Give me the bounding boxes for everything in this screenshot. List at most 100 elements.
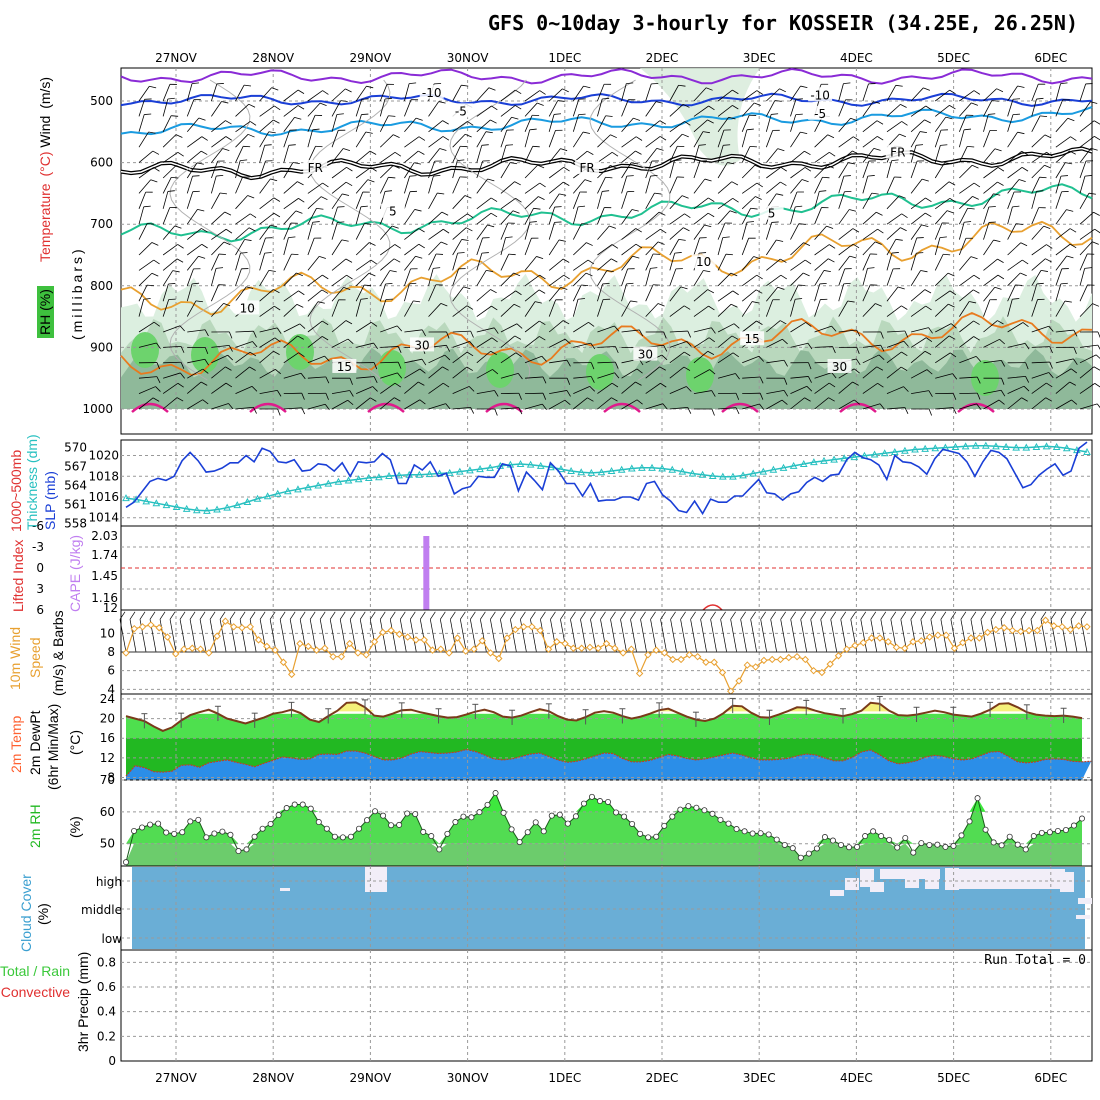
wind-barb	[862, 354, 880, 364]
wind10m-barb-flag	[510, 611, 516, 620]
wind-barb	[862, 253, 871, 271]
wind10m-barb	[760, 619, 768, 653]
wind-barb	[1079, 284, 1088, 302]
wind-barb	[669, 227, 684, 240]
wind-barb	[886, 340, 905, 348]
wind-barb-flag	[804, 167, 812, 172]
wind10m-barb-flag	[249, 611, 256, 620]
wind-barb-flag	[171, 115, 179, 117]
thickness-marker	[516, 459, 525, 468]
wind-barb	[259, 212, 275, 225]
thickness-marker	[708, 471, 717, 480]
wind-barb-flag	[897, 286, 905, 290]
wind-barb-flag	[370, 259, 377, 265]
wind-barb	[138, 191, 147, 209]
wind-barb-flag	[711, 390, 716, 397]
wind-barb-flag	[704, 224, 712, 228]
y-tick-label: 800	[90, 279, 113, 293]
wind-barb	[597, 361, 616, 364]
wind-barb	[1055, 99, 1064, 117]
wind-barb-flag	[563, 166, 570, 172]
wind-barb-flag	[780, 320, 787, 325]
wind-barb	[259, 369, 276, 379]
wind-barb	[500, 407, 519, 410]
wind-barb	[669, 366, 685, 379]
freezing-level-contour-inner	[120, 147, 1093, 179]
wind10m-barb-flag	[450, 611, 456, 620]
wind10m-marker	[503, 634, 511, 642]
wind-barb-flag	[614, 372, 620, 379]
wind-barb	[163, 361, 182, 364]
wind-barb-flag	[819, 190, 827, 192]
wind10m-barb-flag	[990, 611, 997, 620]
wind-barb	[259, 131, 270, 148]
wind-barb-flag	[223, 241, 231, 246]
wind-barb-flag	[1022, 322, 1029, 327]
wind-barb	[380, 346, 399, 348]
wind-barb-flag	[443, 228, 450, 234]
wind-barb	[790, 114, 797, 132]
wind10m-barb	[289, 619, 297, 653]
wind-barb	[886, 351, 902, 364]
thickness-marker	[273, 489, 282, 497]
wind-barb-flag	[1090, 101, 1098, 104]
wind-barb-flag	[750, 207, 758, 210]
wind-barb-flag	[319, 255, 326, 259]
wind-barb-flag	[702, 131, 710, 134]
rh2m-marker	[540, 828, 547, 835]
wind-barb-flag	[518, 393, 522, 400]
wind10m-barb-flag	[490, 611, 496, 620]
wind-barb-flag	[707, 212, 715, 218]
wind-barb-flag	[732, 105, 739, 110]
wind10m-marker	[403, 633, 412, 641]
date-label-top: 30NOV	[447, 51, 489, 65]
wind-barb-flag	[754, 164, 762, 169]
rh2m-marker	[805, 850, 812, 857]
wind-barb-flag	[201, 243, 208, 249]
wind-barb-flag	[1094, 383, 1100, 388]
rh2m-marker	[966, 818, 973, 825]
cape-grid	[121, 526, 1092, 610]
thickness-marker	[142, 497, 151, 505]
thickness-marker	[830, 455, 838, 463]
wind-barb-flag	[418, 150, 425, 155]
wind-barb-flag	[926, 369, 933, 375]
wind-barb	[838, 150, 853, 163]
wind-barb-flag	[952, 373, 958, 380]
wind-barb	[355, 179, 369, 194]
wind10m-marker	[536, 626, 544, 635]
wind10m-axis-label: 10m Wind	[7, 627, 23, 690]
wind-barb	[500, 198, 516, 210]
wind-barb	[621, 243, 637, 256]
wind-barb-flag	[635, 381, 642, 386]
wind-barb	[476, 390, 495, 394]
wind-barb-flag	[1018, 179, 1026, 183]
wind-barb	[428, 192, 438, 209]
rh2m-marker	[243, 846, 250, 853]
wind-barb-flag	[925, 105, 932, 111]
wind-barb	[862, 120, 878, 133]
wind-barb	[573, 342, 591, 348]
rh-contour-line	[589, 79, 671, 381]
wind-barb-flag	[421, 329, 426, 337]
thickness-marker	[901, 446, 909, 454]
wind-barb-flag	[586, 242, 593, 246]
wind-barb-flag	[928, 390, 933, 397]
wind10m-marker	[453, 634, 462, 642]
wind-barb-flag	[588, 322, 595, 327]
contour-label: 15	[337, 360, 352, 374]
wind10m-barb-flag	[1050, 611, 1057, 620]
wind-barb	[211, 382, 227, 394]
wind-barb-flag	[895, 84, 903, 87]
rh2m-marker	[942, 843, 949, 850]
y-tick-label: 1.16	[91, 591, 118, 605]
wind10m-barb	[600, 619, 607, 653]
thickness-marker	[718, 472, 727, 480]
rh2m-marker	[765, 831, 772, 838]
wind10m-barb-flag	[410, 611, 416, 620]
wind-barb-flag	[950, 352, 957, 358]
wind-barb	[645, 268, 651, 286]
wind-barb	[814, 134, 828, 148]
wind-barb-flag	[779, 88, 786, 93]
wind-barb	[379, 225, 393, 240]
